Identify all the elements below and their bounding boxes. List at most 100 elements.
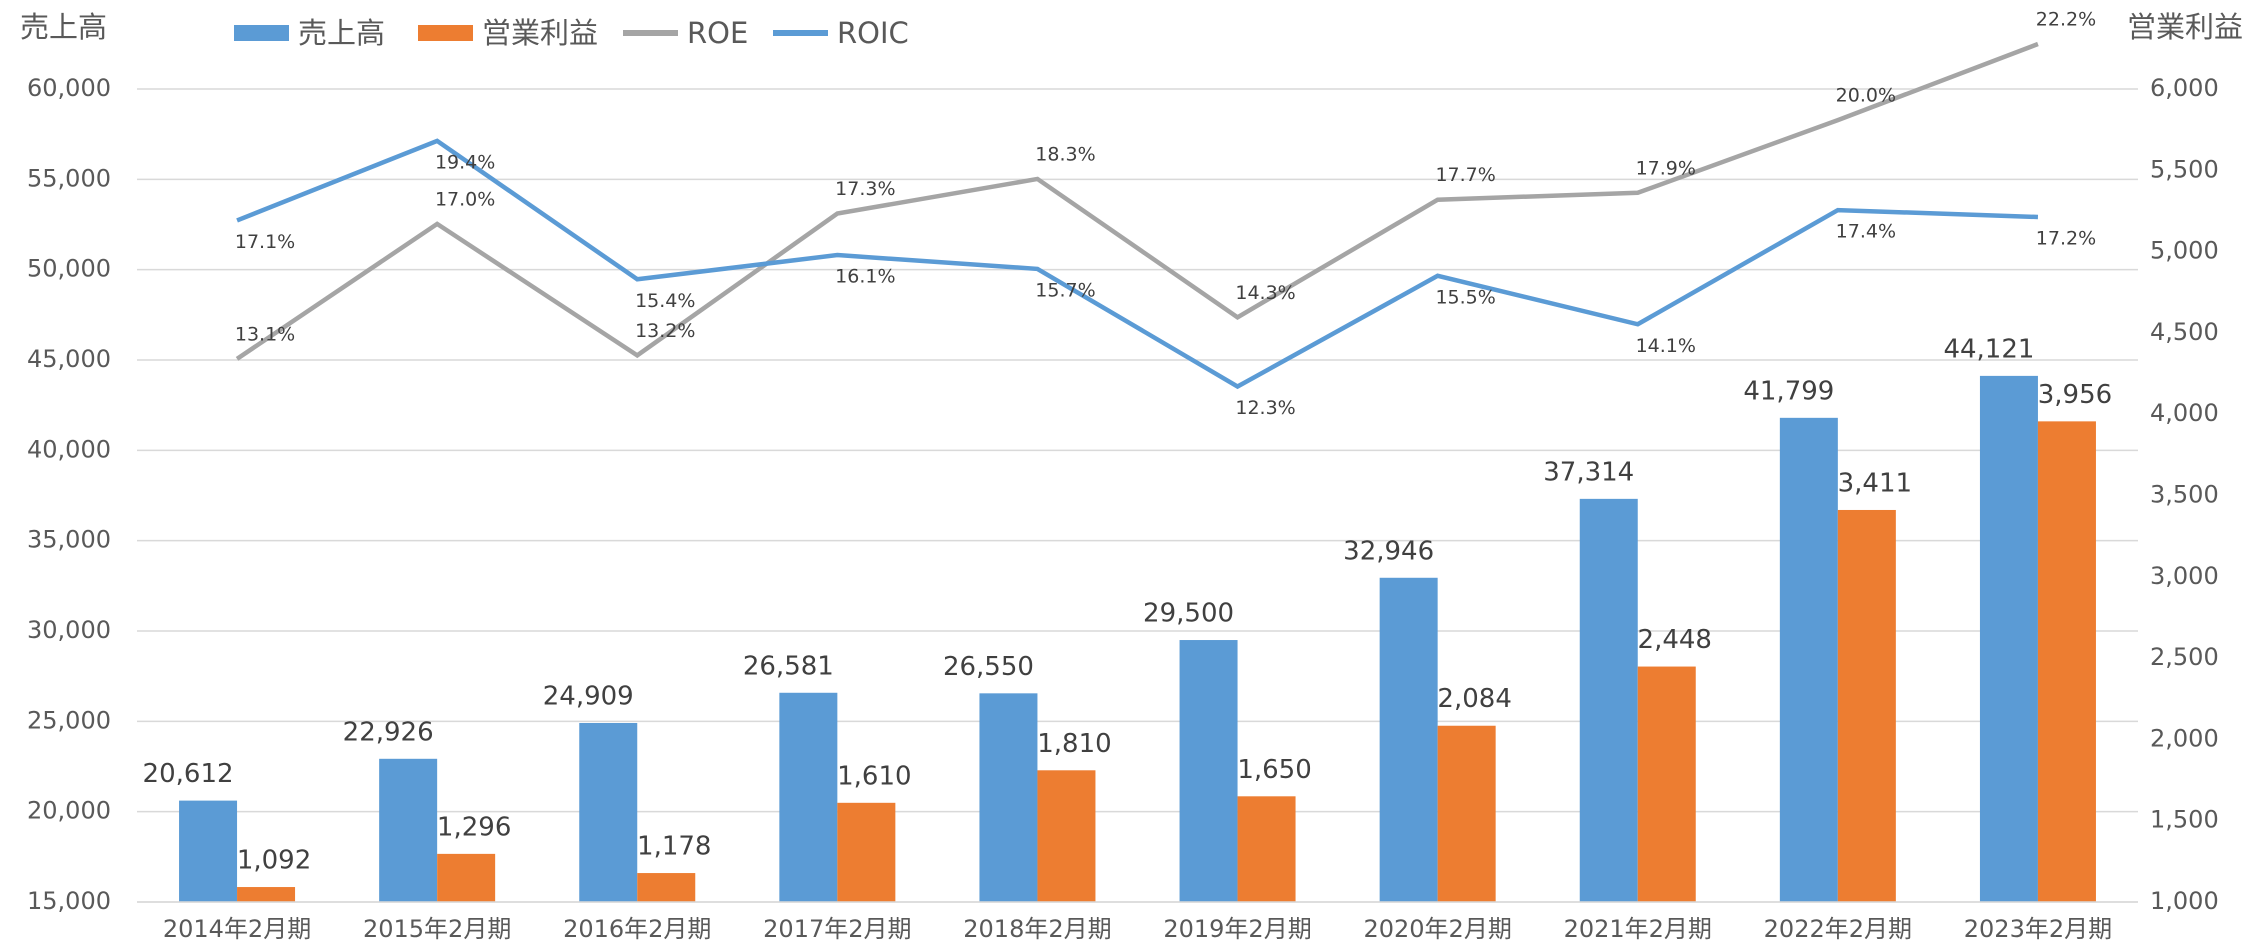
y-tick-label: 45,000 — [27, 345, 111, 373]
bar — [1779, 417, 1838, 902]
bar-label: 37,314 — [1543, 457, 1634, 487]
bar — [379, 758, 438, 902]
y-tick-label: 35,000 — [27, 526, 111, 554]
y2-tick-label: 2,500 — [2150, 643, 2219, 671]
point-label: 17.1% — [235, 231, 295, 253]
x-tick-label: 2020年2月期 — [1363, 915, 1511, 943]
line — [236, 138, 2039, 390]
y-axis-title: 売上高 — [20, 10, 107, 44]
bar — [637, 873, 696, 902]
point-label: 12.3% — [1235, 397, 1295, 419]
bar-label: 2,448 — [1638, 625, 1712, 655]
bar — [1437, 725, 1496, 902]
bar-label: 1,610 — [837, 761, 911, 791]
legend-label: 売上高 — [298, 16, 385, 50]
line — [235, 41, 2039, 361]
point-label: 14.3% — [1235, 282, 1295, 304]
y-tick-label: 55,000 — [27, 164, 111, 192]
x-tick-label: 2018年2月期 — [963, 915, 1111, 943]
point-label: 17.9% — [1636, 157, 1696, 179]
point-label: 20.0% — [1836, 85, 1896, 107]
x-tick-label: 2016年2月期 — [563, 915, 711, 943]
point-label: 15.5% — [1435, 286, 1495, 308]
bar — [179, 800, 238, 902]
bar-label: 20,612 — [143, 759, 234, 789]
bar-label: 32,946 — [1343, 536, 1434, 566]
bar — [1637, 666, 1696, 902]
bar — [237, 887, 296, 902]
point-label: 13.1% — [235, 323, 295, 345]
bar — [2037, 421, 2096, 902]
bar — [1579, 498, 1638, 902]
x-tick-label: 2019年2月期 — [1163, 915, 1311, 943]
bar — [1979, 375, 2038, 902]
point-label: 17.2% — [2036, 228, 2096, 250]
point-label: 17.7% — [1435, 164, 1495, 186]
point-label: 17.3% — [835, 178, 895, 200]
y-tick-label: 25,000 — [27, 706, 111, 734]
y2-tick-label: 4,500 — [2150, 318, 2219, 346]
y2-tick-label: 1,000 — [2150, 887, 2219, 915]
bar-label: 44,121 — [1943, 334, 2034, 364]
bar-label: 3,411 — [1838, 468, 1912, 498]
x-tick-label: 2021年2月期 — [1564, 915, 1712, 943]
legend-swatch — [418, 25, 473, 41]
point-label: 13.2% — [635, 320, 695, 342]
x-tick-label: 2022年2月期 — [1764, 915, 1912, 943]
y-tick-label: 40,000 — [27, 435, 111, 463]
bar-label: 1,178 — [637, 832, 711, 862]
x-tick-label: 2014年2月期 — [163, 915, 311, 943]
legend-label: ROE — [687, 16, 748, 50]
bar — [1837, 509, 1896, 902]
bar — [779, 692, 838, 902]
bar-label: 29,500 — [1143, 599, 1234, 629]
bar-label: 1,296 — [437, 812, 511, 842]
legend-label: ROIC — [837, 16, 909, 50]
y2-tick-label: 1,500 — [2150, 806, 2219, 834]
bar-label: 26,581 — [743, 651, 834, 681]
x-tick-label: 2017年2月期 — [763, 915, 911, 943]
point-label: 14.1% — [1636, 335, 1696, 357]
bar-label: 1,810 — [1037, 729, 1111, 759]
bar-label: 2,084 — [1437, 684, 1511, 714]
y2-tick-label: 3,500 — [2150, 481, 2219, 509]
bar-label: 22,926 — [343, 717, 434, 747]
x-tick-label: 2015年2月期 — [363, 915, 511, 943]
point-label: 19.4% — [435, 151, 495, 173]
bar — [579, 722, 638, 902]
y2-tick-label: 6,000 — [2150, 74, 2219, 102]
y-tick-label: 15,000 — [27, 887, 111, 915]
bar — [979, 693, 1038, 902]
bar-label: 41,799 — [1743, 376, 1834, 406]
point-label: 15.7% — [1035, 279, 1095, 301]
point-label: 18.3% — [1035, 143, 1095, 165]
y2-tick-label: 5,000 — [2150, 237, 2219, 265]
bar-label: 3,956 — [2038, 380, 2112, 410]
y2-tick-label: 5,500 — [2150, 155, 2219, 183]
bar — [1379, 577, 1438, 902]
point-label: 16.1% — [835, 266, 895, 288]
y2-tick-label: 2,000 — [2150, 724, 2219, 752]
bar — [1037, 770, 1096, 902]
y2-tick-label: 3,000 — [2150, 562, 2219, 590]
y2-axis-title: 営業利益 — [2127, 10, 2243, 44]
y-tick-label: 50,000 — [27, 255, 111, 283]
bar-label: 24,909 — [543, 681, 634, 711]
y2-tick-label: 4,000 — [2150, 399, 2219, 427]
point-label: 15.4% — [635, 290, 695, 312]
y-tick-label: 60,000 — [27, 74, 111, 102]
point-label: 17.0% — [435, 188, 495, 210]
bar-label: 26,550 — [943, 652, 1034, 682]
bar — [837, 802, 896, 902]
bar — [437, 853, 496, 902]
x-tick-label: 2023年2月期 — [1964, 915, 2112, 943]
bar-label: 1,092 — [237, 846, 311, 876]
legend-label: 営業利益 — [482, 16, 598, 50]
point-label: 22.2% — [2036, 9, 2096, 31]
point-label: 17.4% — [1836, 221, 1896, 243]
bar — [1179, 640, 1238, 902]
bar — [1237, 796, 1296, 902]
y-tick-label: 30,000 — [27, 616, 111, 644]
bar-label: 1,650 — [1237, 755, 1311, 785]
